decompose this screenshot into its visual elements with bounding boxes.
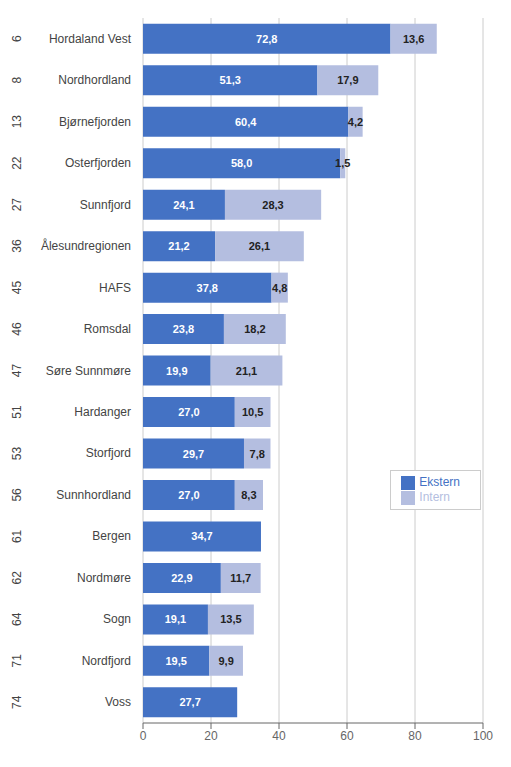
svg-text:53: 53	[10, 446, 24, 460]
svg-text:47: 47	[10, 364, 24, 378]
svg-text:4,8: 4,8	[272, 282, 287, 294]
svg-text:Bergen: Bergen	[92, 529, 131, 543]
svg-text:8: 8	[10, 77, 24, 84]
svg-text:24,1: 24,1	[173, 199, 194, 211]
svg-text:27,0: 27,0	[178, 489, 199, 501]
svg-text:1,5: 1,5	[335, 157, 350, 169]
svg-text:22,9: 22,9	[171, 572, 192, 584]
svg-text:0: 0	[140, 729, 147, 743]
svg-text:Nordmøre: Nordmøre	[77, 571, 131, 585]
svg-text:6: 6	[10, 35, 24, 42]
svg-text:13,5: 13,5	[220, 613, 241, 625]
svg-text:62: 62	[10, 571, 24, 585]
svg-text:Søre Sunnmøre: Søre Sunnmøre	[46, 364, 132, 378]
svg-text:28,3: 28,3	[262, 199, 283, 211]
svg-text:74: 74	[10, 695, 24, 709]
svg-text:13,6: 13,6	[403, 33, 424, 45]
svg-text:51: 51	[10, 405, 24, 419]
svg-text:4,2: 4,2	[348, 116, 363, 128]
svg-text:Romsdal: Romsdal	[84, 322, 131, 336]
svg-text:58,0: 58,0	[231, 157, 252, 169]
svg-text:Sogn: Sogn	[103, 612, 131, 626]
svg-text:Ålesundregionen: Ålesundregionen	[41, 238, 131, 253]
svg-text:Nordhordland: Nordhordland	[58, 73, 131, 87]
svg-text:27,7: 27,7	[179, 696, 200, 708]
svg-text:9,9: 9,9	[218, 655, 233, 667]
svg-text:100: 100	[473, 729, 493, 743]
svg-text:11,7: 11,7	[230, 572, 251, 584]
svg-text:29,7: 29,7	[183, 448, 204, 460]
svg-text:HAFS: HAFS	[99, 281, 131, 295]
svg-text:21,1: 21,1	[236, 365, 257, 377]
svg-text:Voss: Voss	[105, 695, 131, 709]
svg-text:56: 56	[10, 488, 24, 502]
svg-text:71: 71	[10, 654, 24, 668]
svg-text:37,8: 37,8	[197, 282, 218, 294]
svg-text:36: 36	[10, 239, 24, 253]
svg-text:Sunnhordland: Sunnhordland	[56, 488, 131, 502]
svg-text:20: 20	[204, 729, 218, 743]
svg-text:27: 27	[10, 198, 24, 212]
svg-text:72,8: 72,8	[256, 33, 277, 45]
svg-text:22: 22	[10, 156, 24, 170]
svg-text:17,9: 17,9	[337, 74, 358, 86]
svg-text:46: 46	[10, 322, 24, 336]
svg-text:80: 80	[408, 729, 422, 743]
svg-text:Sunnfjord: Sunnfjord	[80, 198, 131, 212]
svg-text:60: 60	[340, 729, 354, 743]
svg-text:51,3: 51,3	[219, 74, 240, 86]
svg-text:27,0: 27,0	[178, 406, 199, 418]
svg-text:Bjørnefjorden: Bjørnefjorden	[59, 115, 131, 129]
svg-text:8,3: 8,3	[241, 489, 256, 501]
svg-text:Osterfjorden: Osterfjorden	[65, 156, 131, 170]
svg-text:60,4: 60,4	[235, 116, 257, 128]
svg-text:13: 13	[10, 115, 24, 129]
svg-text:19,5: 19,5	[165, 655, 186, 667]
svg-text:21,2: 21,2	[168, 240, 189, 252]
svg-text:19,1: 19,1	[165, 613, 186, 625]
svg-text:34,7: 34,7	[191, 530, 212, 542]
svg-text:23,8: 23,8	[173, 323, 194, 335]
svg-text:Nordfjord: Nordfjord	[82, 654, 131, 668]
svg-text:18,2: 18,2	[244, 323, 265, 335]
svg-text:64: 64	[10, 612, 24, 626]
svg-text:45: 45	[10, 281, 24, 295]
svg-text:61: 61	[10, 529, 24, 543]
html-text:Intern: Intern	[419, 489, 450, 504]
html-text:Ekstern: Ekstern	[419, 475, 460, 489]
svg-text:Storfjord: Storfjord	[86, 446, 131, 460]
svg-text:26,1: 26,1	[249, 240, 270, 252]
svg-text:10,5: 10,5	[242, 406, 263, 418]
svg-text:Hordaland Vest: Hordaland Vest	[49, 32, 132, 46]
svg-text:Hardanger: Hardanger	[74, 405, 131, 419]
svg-text:7,8: 7,8	[250, 448, 265, 460]
svg-text:19,9: 19,9	[166, 365, 187, 377]
svg-text:40: 40	[272, 729, 286, 743]
